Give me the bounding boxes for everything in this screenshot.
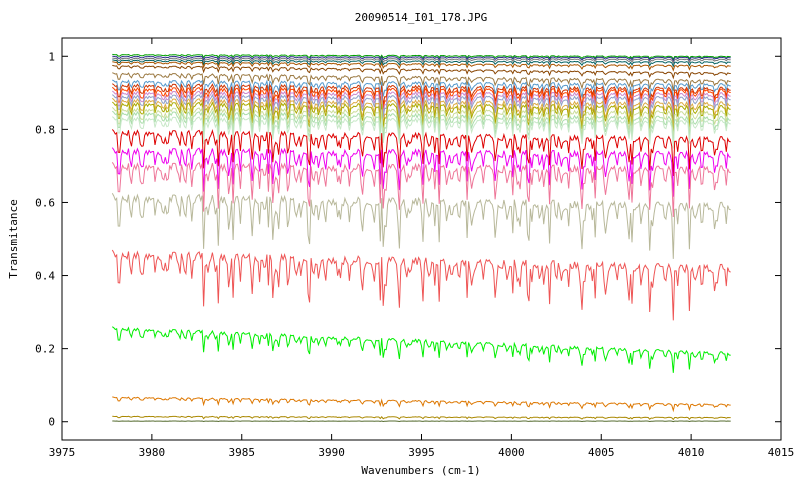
series-line [111,115,731,149]
y-tick-label: 1 [48,50,55,63]
series-line [111,249,731,321]
series-line [111,106,731,140]
y-tick-label: 0.2 [35,343,55,356]
y-tick-label: 0.4 [35,270,55,283]
y-tick-label: 0.6 [35,196,55,209]
series-line [112,59,731,68]
series-line [112,55,731,62]
x-tick-label: 3985 [229,446,256,459]
x-tick-label: 4005 [588,446,615,459]
x-tick-label: 3980 [139,446,166,459]
series-line [111,93,731,123]
y-tick-label: 0 [48,416,55,429]
series-line [112,61,731,72]
y-axis-label: Transmitance [7,199,20,278]
series-line [112,57,731,65]
x-axis-ticks: 3975 3980 3985 3990 3995 4000 4005 4010 4015 [49,38,795,459]
series-line [112,64,731,80]
x-tick-label: 3990 [318,446,345,459]
series-line [112,53,731,60]
x-tick-label: 4000 [498,446,525,459]
series-line [112,82,731,110]
x-tick-label: 4010 [678,446,705,459]
series-line [112,396,731,413]
y-axis-ticks: 0 0.2 0.4 0.6 0.8 1 [35,50,781,429]
series-layer [111,53,731,423]
y-tick-label: 0.8 [35,123,55,136]
series-line [112,72,731,91]
series-line [111,86,731,115]
series-line [111,89,731,119]
series-line [111,162,731,218]
series-line [111,100,731,134]
series-line [112,326,731,373]
series-line [112,420,731,423]
series-line [111,97,731,131]
x-tick-label: 3995 [408,446,435,459]
series-line [112,415,731,421]
series-line [111,129,731,177]
x-axis-label: Wavenumbers (cm-1) [361,464,480,477]
x-tick-label: 3975 [49,446,76,459]
series-line [111,193,731,259]
x-tick-label: 4015 [768,446,795,459]
series-line [111,110,731,145]
series-line [112,79,731,101]
chart-title: 20090514_I01_178.JPG [355,11,487,24]
series-line [111,147,731,197]
